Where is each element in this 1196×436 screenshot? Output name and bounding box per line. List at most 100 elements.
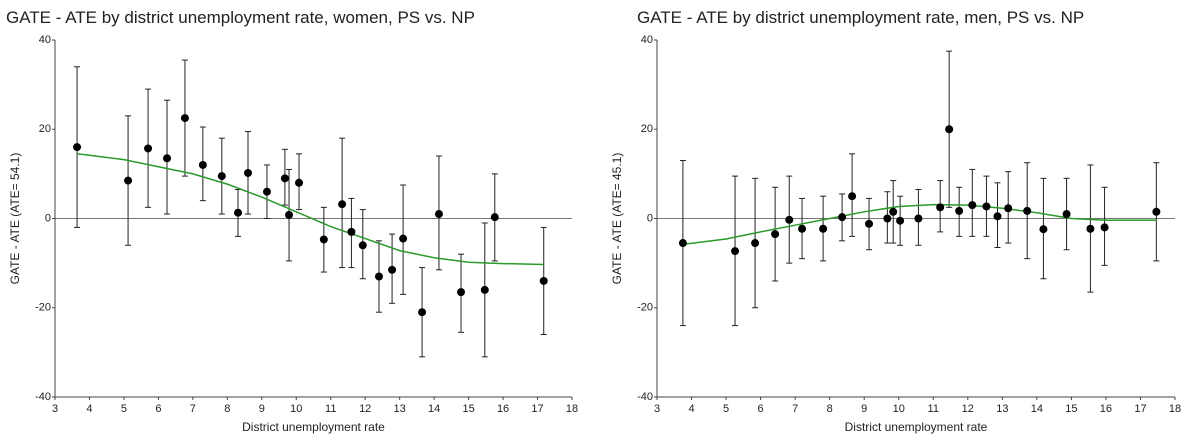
point: [418, 308, 427, 317]
point: [163, 154, 172, 163]
point: [285, 210, 294, 219]
point: [883, 214, 892, 223]
point: [180, 114, 189, 123]
point: [399, 234, 408, 243]
x-tick-label: 16: [497, 403, 509, 415]
y-tick-label: 0: [647, 212, 653, 224]
x-tick-label: 17: [1134, 403, 1146, 415]
point: [234, 208, 243, 217]
fit-line: [76, 153, 544, 266]
chart-title: GATE - ATE by district unemployment rate…: [637, 8, 1084, 27]
point: [262, 187, 271, 196]
chart-title: GATE - ATE by district unemployment rate…: [6, 8, 475, 27]
point: [124, 176, 133, 185]
point: [319, 235, 328, 244]
x-tick-label: 3: [52, 403, 58, 415]
y-tick-label: 40: [641, 34, 653, 46]
x-tick-label: 10: [893, 403, 905, 415]
x-tick-label: 15: [462, 403, 474, 415]
x-tick-label: 6: [155, 403, 161, 415]
point: [434, 210, 443, 219]
x-tick-label: 4: [688, 403, 694, 415]
point: [678, 239, 687, 248]
x-tick-label: 12: [962, 403, 974, 415]
x-axis-label: District unemployment rate: [845, 420, 988, 434]
x-tick-label: 13: [394, 403, 406, 415]
point: [295, 178, 304, 187]
point: [771, 230, 780, 239]
x-tick-label: 18: [1169, 403, 1181, 415]
x-tick-label: 14: [1031, 403, 1043, 415]
point: [751, 239, 760, 248]
point: [358, 241, 367, 250]
x-tick-label: 3: [654, 403, 660, 415]
y-tick-label: -40: [35, 391, 51, 403]
point: [457, 288, 466, 297]
y-tick-label: -20: [637, 302, 653, 314]
point: [914, 214, 923, 223]
point: [993, 212, 1002, 221]
x-tick-label: 6: [758, 403, 764, 415]
y-tick-label: 20: [39, 123, 51, 135]
point: [982, 202, 991, 211]
x-tick-label: 11: [325, 403, 336, 415]
point: [347, 227, 356, 236]
x-tick-label: 10: [290, 403, 302, 415]
point: [480, 285, 489, 294]
x-tick-label: 8: [224, 403, 230, 415]
x-tick-label: 15: [1065, 403, 1077, 415]
point: [968, 201, 977, 210]
x-tick-label: 8: [827, 403, 833, 415]
point: [731, 247, 740, 256]
x-tick-label: 4: [86, 403, 92, 415]
x-tick-label: 5: [121, 403, 127, 415]
y-tick-label: 40: [39, 34, 51, 46]
x-tick-label: 13: [996, 403, 1008, 415]
point: [1062, 210, 1071, 219]
y-axis-label: GATE - ATE (ATE= 45.1): [610, 153, 624, 285]
point: [217, 172, 226, 181]
x-tick-label: 9: [861, 403, 867, 415]
x-tick-label: 12: [359, 403, 371, 415]
point: [244, 168, 253, 177]
point: [374, 272, 383, 281]
point: [1004, 204, 1013, 213]
point: [1023, 206, 1032, 215]
point: [838, 213, 847, 222]
x-tick-label: 16: [1100, 403, 1112, 415]
x-tick-label: 17: [531, 403, 543, 415]
point: [955, 206, 964, 215]
x-tick-label: 9: [259, 403, 265, 415]
point: [1039, 225, 1048, 234]
point: [785, 215, 794, 224]
point: [945, 125, 954, 134]
point: [73, 143, 82, 152]
x-tick-label: 5: [723, 403, 729, 415]
point: [865, 219, 874, 228]
point: [490, 213, 499, 222]
point: [539, 276, 548, 285]
point: [819, 224, 828, 233]
point: [1086, 224, 1095, 233]
y-tick-label: -40: [637, 391, 653, 403]
point: [1152, 207, 1161, 216]
point: [198, 160, 207, 169]
x-axis-label: District unemployment rate: [242, 420, 385, 434]
x-tick-label: 18: [566, 403, 578, 415]
point: [889, 207, 898, 216]
x-tick-label: 11: [928, 403, 939, 415]
point: [388, 265, 397, 274]
point: [280, 174, 289, 183]
y-tick-label: 0: [45, 212, 51, 224]
y-tick-label: -20: [35, 302, 51, 314]
point: [798, 224, 807, 233]
x-tick-label: 7: [792, 403, 798, 415]
point: [936, 203, 945, 212]
y-axis-label: GATE - ATE (ATE= 54.1): [8, 153, 22, 285]
x-tick-label: 14: [428, 403, 440, 415]
y-tick-label: 20: [641, 123, 653, 135]
point: [896, 216, 905, 225]
point: [848, 192, 857, 201]
point: [144, 144, 153, 153]
